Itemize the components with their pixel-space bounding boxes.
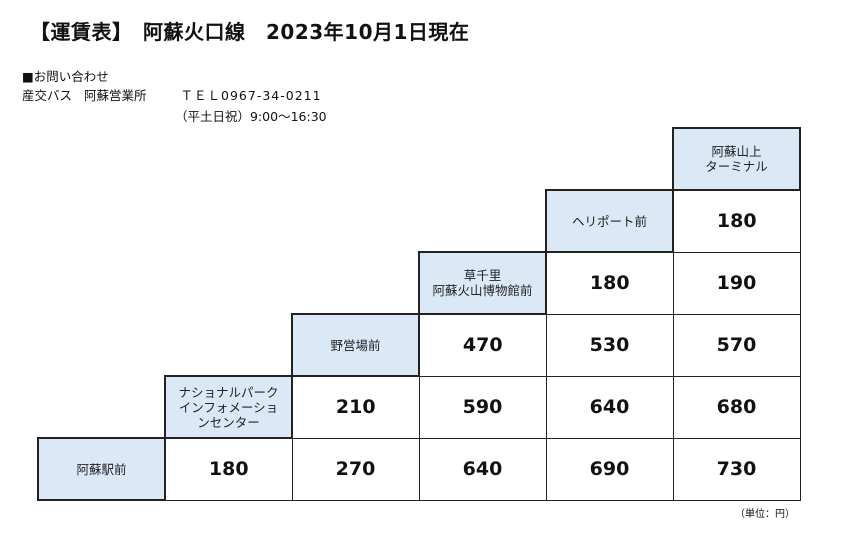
station-header: 野営場前 — [291, 313, 420, 377]
station-header: 草千里 阿蘇火山博物館前 — [418, 251, 547, 315]
empty-cell — [38, 252, 165, 314]
fare-cell: 570 — [672, 313, 801, 377]
empty-cell — [292, 128, 419, 190]
contact-company: 産交バス — [22, 88, 73, 103]
fare-cell: 210 — [291, 375, 420, 439]
fare-cell: 180 — [164, 437, 293, 501]
fare-cell: 180 — [672, 189, 801, 253]
contact-office: 阿蘇営業所 — [84, 88, 147, 103]
fare-cell: 530 — [545, 313, 674, 377]
table-row: 野営場前 470 530 570 — [38, 313, 801, 377]
fare-cell: 190 — [672, 251, 801, 315]
station-header: ナショナルパーク インフォメーショ ンセンター — [164, 375, 293, 439]
contact-heading: ■お問い合わせ — [22, 69, 109, 84]
fare-cell: 690 — [545, 437, 674, 501]
fare-cell: 180 — [545, 251, 674, 315]
empty-cell — [165, 252, 292, 314]
empty-cell — [165, 190, 292, 252]
table-row: 阿蘇駅前 180 270 640 690 730 — [37, 437, 801, 501]
empty-cell — [38, 190, 165, 252]
table-row: 阿蘇山上 ターミナル — [38, 127, 801, 191]
contact-tel: ＴＥＬ0967-34-0211 — [180, 88, 322, 103]
fare-cell: 640 — [418, 437, 547, 501]
table-row: ヘリポート前 180 — [38, 189, 801, 253]
empty-cell — [165, 128, 292, 190]
table-row: ナショナルパーク インフォメーショ ンセンター 210 590 640 680 — [38, 375, 801, 439]
unit-note: （単位：円） — [735, 509, 795, 520]
empty-cell — [419, 128, 546, 190]
fare-cell: 680 — [672, 375, 801, 439]
empty-cell — [419, 190, 546, 252]
fare-cell: 470 — [418, 313, 547, 377]
fare-cell: 730 — [672, 437, 801, 501]
contact-hours: （平土日祝）9:00〜16:30 — [175, 109, 327, 124]
empty-cell — [38, 128, 165, 190]
empty-cell — [165, 314, 292, 376]
empty-cell — [38, 314, 165, 376]
fare-table: 阿蘇山上 ターミナル ヘリポート前 180 草千里 阿蘇火山博物館前 180 190 野営場前 4… — [37, 127, 801, 501]
station-header: 阿蘇山上 ターミナル — [672, 127, 801, 191]
empty-cell — [38, 376, 165, 438]
empty-cell — [292, 252, 419, 314]
empty-cell — [546, 128, 673, 190]
page-title: 【運賃表】 阿蘇火口線 2023年10月1日現在 — [30, 20, 470, 44]
station-header: 阿蘇駅前 — [37, 437, 166, 501]
fare-cell: 590 — [418, 375, 547, 439]
empty-cell — [292, 190, 419, 252]
fare-cell: 640 — [545, 375, 674, 439]
contact-line: 産交バス 阿蘇営業所 ＴＥＬ0967-34-0211 — [22, 85, 322, 104]
station-header: ヘリポート前 — [545, 189, 674, 253]
fare-cell: 270 — [291, 437, 420, 501]
table-row: 草千里 阿蘇火山博物館前 180 190 — [38, 251, 801, 315]
